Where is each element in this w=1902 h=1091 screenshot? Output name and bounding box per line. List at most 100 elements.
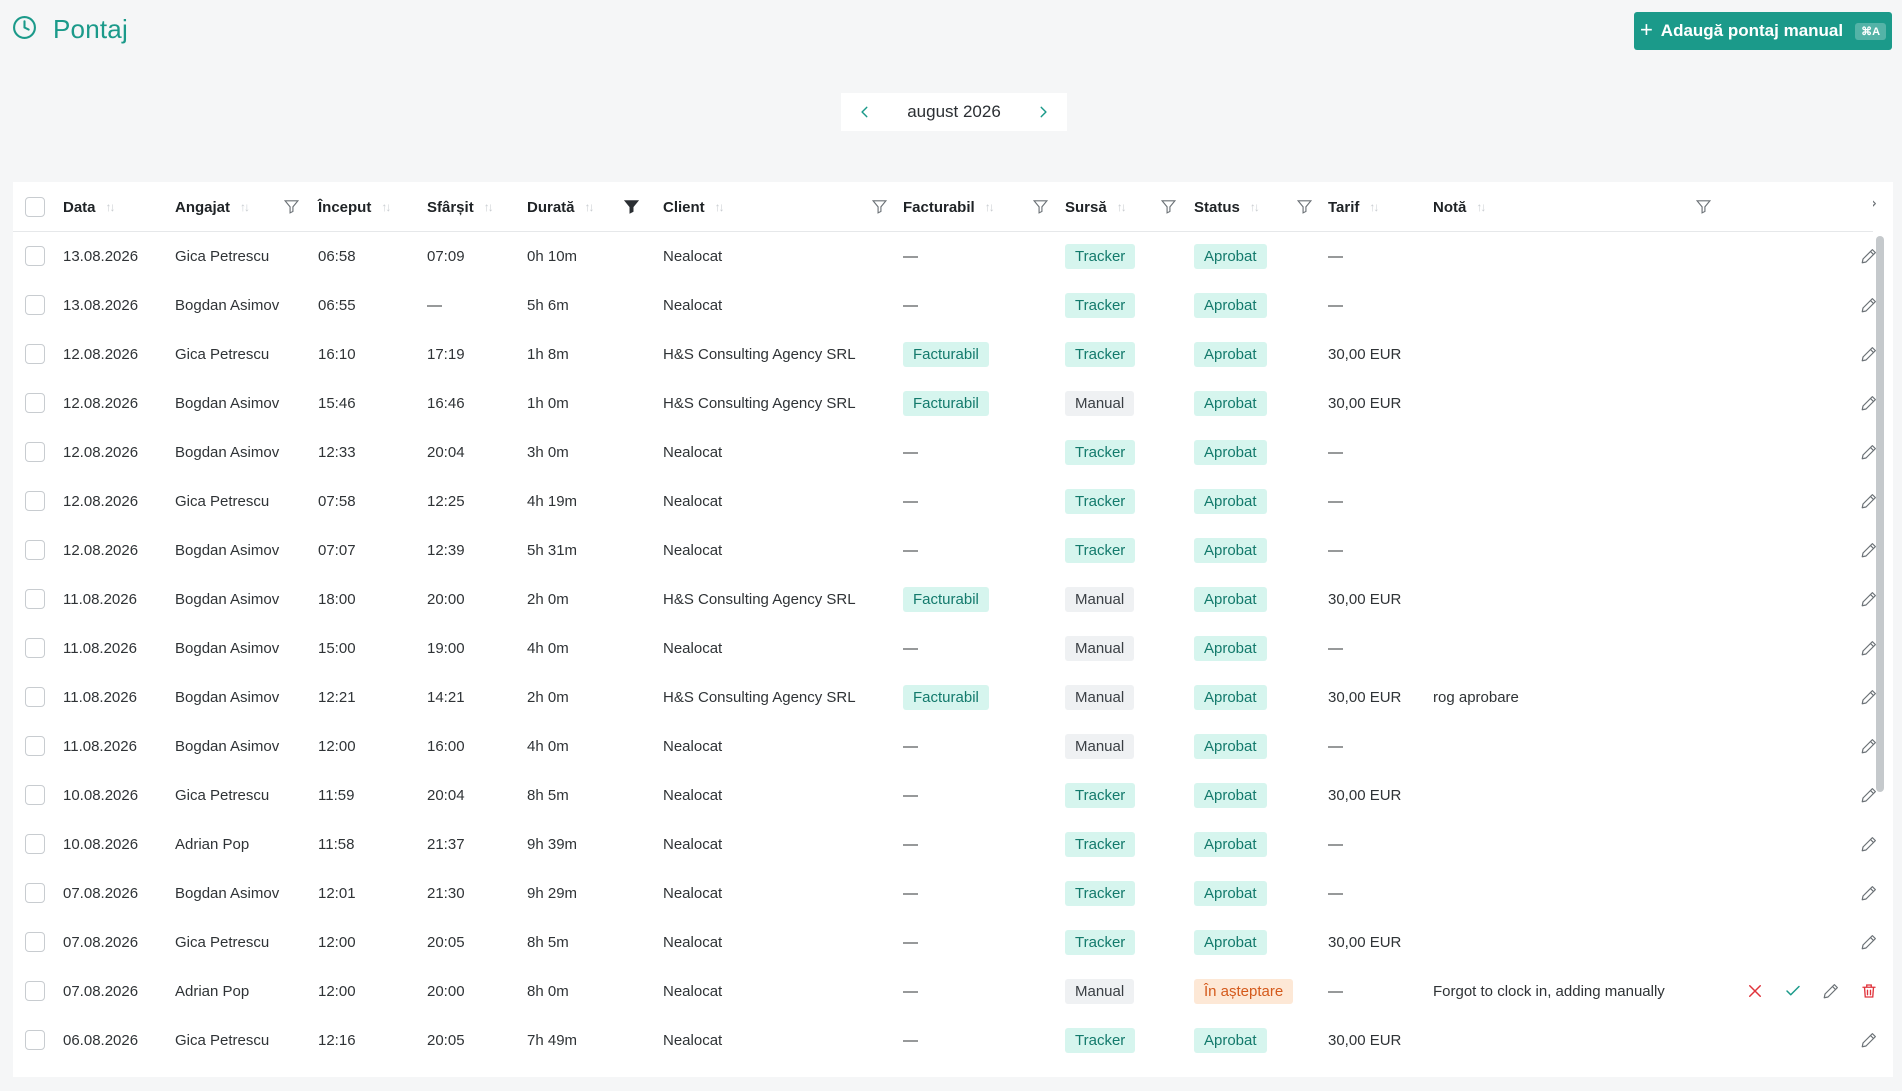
edit-icon[interactable]: [1860, 884, 1878, 902]
filter-icon[interactable]: [283, 198, 300, 215]
table-row[interactable]: 10.08.2026 Adrian Pop 11:58 21:37 9h 39m Neal…: [13, 820, 1876, 869]
edit-icon[interactable]: [1860, 835, 1878, 853]
table-row[interactable]: 11.08.2026 Bogdan Asimov 12:00 16:00 4h 0m Ne…: [13, 722, 1876, 771]
row-checkbox[interactable]: [25, 344, 45, 364]
row-checkbox[interactable]: [25, 442, 45, 462]
sort-icon[interactable]: ↑↓: [381, 200, 391, 214]
row-checkbox[interactable]: [25, 1030, 45, 1050]
cell-sfarsit: 20:00: [427, 967, 465, 1016]
table-row[interactable]: 12.08.2026 Bogdan Asimov 15:46 16:46 1h 0m H&…: [13, 379, 1876, 428]
delete-icon[interactable]: [1860, 982, 1878, 1000]
edit-icon[interactable]: [1860, 541, 1878, 559]
col-header-angajat[interactable]: Angajat ↑↓: [175, 182, 250, 232]
edit-icon[interactable]: [1860, 394, 1878, 412]
row-checkbox[interactable]: [25, 589, 45, 609]
edit-icon[interactable]: [1860, 345, 1878, 363]
filter-icon[interactable]: [1032, 198, 1049, 215]
edit-icon[interactable]: [1860, 590, 1878, 608]
cell-angajat: Bogdan Asimov: [175, 575, 279, 624]
table-row[interactable]: 12.08.2026 Gica Petrescu 07:58 12:25 4h 19m N…: [13, 477, 1876, 526]
row-checkbox[interactable]: [25, 883, 45, 903]
row-checkbox[interactable]: [25, 932, 45, 952]
table-row[interactable]: 11.08.2026 Bogdan Asimov 12:21 14:21 2h 0m H&…: [13, 673, 1876, 722]
col-header-sfarsit[interactable]: Sfârșit ↑↓: [427, 182, 494, 232]
table-row[interactable]: 06.08.2026 Gica Petrescu 12:16 20:05 7h 49m N…: [13, 1016, 1876, 1065]
edit-icon[interactable]: [1860, 443, 1878, 461]
filter-icon[interactable]: [1296, 198, 1313, 215]
row-checkbox[interactable]: [25, 785, 45, 805]
edit-icon[interactable]: [1860, 247, 1878, 265]
col-header-client[interactable]: Client ↑↓: [663, 182, 725, 232]
table-row[interactable]: 11.08.2026 Bogdan Asimov 15:00 19:00 4h 0m Ne…: [13, 624, 1876, 673]
col-header-data[interactable]: Data ↑↓: [63, 182, 116, 232]
table-row[interactable]: 07.08.2026 Adrian Pop 12:00 20:00 8h 0m Nealo…: [13, 967, 1876, 1016]
approve-icon[interactable]: [1784, 982, 1802, 1000]
reject-icon[interactable]: [1746, 982, 1764, 1000]
col-header-facturabil[interactable]: Facturabil ↑↓: [903, 182, 995, 232]
edit-icon[interactable]: [1860, 1031, 1878, 1049]
row-checkbox[interactable]: [25, 687, 45, 707]
table-row[interactable]: 07.08.2026 Bogdan Asimov 12:01 21:30 9h 29m N…: [13, 869, 1876, 918]
vertical-scrollbar[interactable]: [1876, 236, 1884, 792]
sort-icon[interactable]: ↑↓: [984, 200, 995, 214]
inceput-text: 11:58: [318, 836, 355, 853]
row-checkbox[interactable]: [25, 981, 45, 1001]
table-row[interactable]: 07.08.2026 Gica Petrescu 12:00 20:05 8h 5m Ne…: [13, 918, 1876, 967]
filter-active-icon[interactable]: [623, 198, 640, 215]
col-header-status[interactable]: Status ↑↓: [1194, 182, 1260, 232]
filter-icon[interactable]: [871, 198, 888, 215]
row-checkbox[interactable]: [25, 638, 45, 658]
inceput-text: 12:21: [318, 689, 356, 706]
sort-icon[interactable]: ↑↓: [1476, 200, 1486, 214]
edit-icon[interactable]: [1860, 688, 1878, 706]
table-row[interactable]: 11.08.2026 Bogdan Asimov 18:00 20:00 2h 0m H&…: [13, 575, 1876, 624]
edit-icon[interactable]: [1860, 492, 1878, 510]
table-row[interactable]: 13.08.2026 Bogdan Asimov 06:55 — 5h 6m Nealoc…: [13, 281, 1876, 330]
sfarsit-text: 20:05: [427, 934, 465, 951]
filter-icon[interactable]: [1695, 198, 1712, 215]
chevron-right-icon[interactable]: [1033, 101, 1053, 123]
row-checkbox[interactable]: [25, 736, 45, 756]
row-checkbox[interactable]: [25, 295, 45, 315]
row-checkbox[interactable]: [25, 540, 45, 560]
col-header-sursa[interactable]: Sursă ↑↓: [1065, 182, 1127, 232]
sort-icon[interactable]: ↑↓: [714, 200, 725, 214]
status-badge: Aprobat: [1194, 734, 1267, 759]
col-header-durata[interactable]: Durată ↑↓: [527, 182, 595, 232]
table-row[interactable]: 12.08.2026 Bogdan Asimov 12:33 20:04 3h 0m Ne…: [13, 428, 1876, 477]
col-header-tarif[interactable]: Tarif ↑↓: [1328, 182, 1379, 232]
edit-icon[interactable]: [1860, 786, 1878, 804]
row-checkbox[interactable]: [25, 491, 45, 511]
select-all-checkbox[interactable]: [25, 197, 45, 217]
durata-text: 4h 0m: [527, 738, 569, 755]
data-text: 07.08.2026: [63, 934, 139, 951]
sort-icon[interactable]: ↑↓: [1116, 200, 1127, 214]
filter-icon[interactable]: [1160, 198, 1177, 215]
cell-sursa: Tracker: [1065, 1016, 1136, 1065]
table-row[interactable]: 12.08.2026 Gica Petrescu 16:10 17:19 1h 8m H&…: [13, 330, 1876, 379]
table-row[interactable]: 13.08.2026 Gica Petrescu 06:58 07:09 0h 10m N…: [13, 232, 1876, 281]
edit-icon[interactable]: [1860, 639, 1878, 657]
sort-icon[interactable]: ↑↓: [483, 200, 494, 214]
row-checkbox[interactable]: [25, 393, 45, 413]
col-header-inceput[interactable]: Început ↑↓: [318, 182, 391, 232]
table-row[interactable]: 12.08.2026 Bogdan Asimov 07:07 12:39 5h 31m N…: [13, 526, 1876, 575]
col-label-sfarsit: Sfârșit: [427, 198, 474, 216]
sort-icon[interactable]: ↑↓: [105, 200, 116, 214]
chevron-left-icon[interactable]: [855, 101, 875, 123]
tarif-text: —: [1328, 885, 1343, 902]
sort-icon[interactable]: ↑↓: [240, 200, 250, 214]
edit-icon[interactable]: [1860, 737, 1878, 755]
sort-icon[interactable]: ↑↓: [1249, 200, 1260, 214]
row-checkbox[interactable]: [25, 246, 45, 266]
edit-icon[interactable]: [1860, 296, 1878, 314]
add-manual-entry-button[interactable]: + Adaugă pontaj manual ⌘A: [1634, 12, 1892, 50]
row-checkbox[interactable]: [25, 834, 45, 854]
edit-icon[interactable]: [1822, 982, 1840, 1000]
edit-icon[interactable]: [1860, 933, 1878, 951]
sort-icon[interactable]: ↑↓: [1369, 200, 1379, 214]
table-row[interactable]: 10.08.2026 Gica Petrescu 11:59 20:04 8h 5m Ne…: [13, 771, 1876, 820]
sort-icon[interactable]: ↑↓: [584, 200, 595, 214]
col-header-nota[interactable]: Notă ↑↓: [1433, 182, 1486, 232]
sfarsit-text: 07:09: [427, 248, 465, 265]
